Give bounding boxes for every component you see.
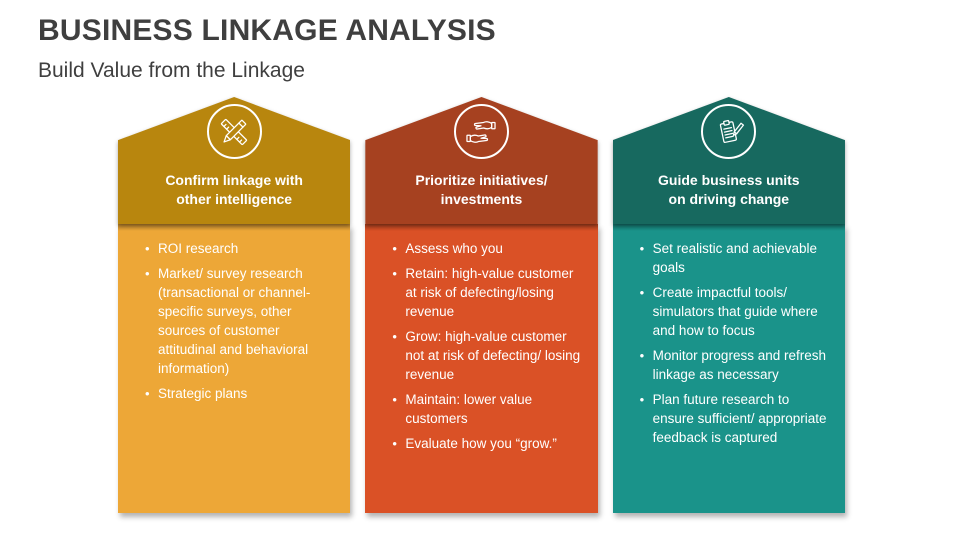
column-confirm-linkage: Confirm linkage with other intelligence …	[118, 97, 351, 513]
hands-exchange-icon	[466, 120, 497, 143]
column-guide-business-units: Guide business units on driving change S…	[612, 97, 846, 513]
icon-circle	[453, 104, 509, 159]
bullet-item: Monitor progress and refresh linkage as …	[640, 346, 832, 384]
column-prioritize-initiatives: Prioritize initiatives/ investments Asse…	[365, 97, 598, 513]
column-title: Guide business units on driving change	[658, 172, 800, 208]
bullet-list: Set realistic and achievable goals Creat…	[640, 239, 832, 447]
bullet-item: Maintain: lower value customers	[392, 390, 584, 428]
header-pentagon: Confirm linkage with other intelligence	[118, 97, 351, 224]
columns-container: Confirm linkage with other intelligence …	[118, 97, 846, 513]
bullet-item: Set realistic and achievable goals	[640, 239, 832, 277]
bullet-item: Retain: high-value customer at risk of d…	[392, 264, 584, 321]
bullet-item: Create impactful tools/ simulators that …	[640, 283, 832, 340]
bullet-item: Strategic plans	[145, 384, 337, 403]
slide-subtitle: Build Value from the Linkage	[38, 58, 305, 82]
column-header-shape: Confirm linkage with other intelligence	[118, 97, 351, 224]
bullet-item: Plan future research to ensure sufficien…	[640, 390, 832, 447]
bullet-item: ROI research	[145, 239, 337, 258]
column-header-shape: Guide business units on driving change	[612, 97, 845, 224]
bullet-item: Grow: high-value customer not at risk of…	[392, 327, 584, 384]
bullet-item: Assess who you	[392, 239, 584, 258]
column-body: Assess who you Retain: high-value custom…	[365, 224, 598, 513]
icon-circle	[206, 104, 262, 159]
clipboard-pencil-icon	[719, 119, 744, 143]
bullet-list: ROI research Market/ survey research (tr…	[145, 239, 337, 403]
column-header-shape: Prioritize initiatives/ investments	[365, 97, 598, 224]
column-body: Set realistic and achievable goals Creat…	[612, 224, 846, 513]
pencil-ruler-icon	[221, 118, 248, 145]
column-title: Confirm linkage with other intelligence	[165, 172, 303, 208]
column-body: ROI research Market/ survey research (tr…	[118, 224, 351, 513]
header-pentagon: Guide business units on driving change	[612, 97, 845, 224]
header-pentagon: Prioritize initiatives/ investments	[365, 97, 598, 224]
icon-circle	[701, 104, 757, 159]
bullet-item: Evaluate how you “grow.”	[392, 434, 584, 453]
bullet-list: Assess who you Retain: high-value custom…	[392, 239, 584, 453]
slide-title: BUSINESS LINKAGE ANALYSIS	[38, 14, 496, 47]
column-title: Prioritize initiatives/ investments	[415, 172, 548, 208]
slide-header: BUSINESS LINKAGE ANALYSIS Build Value fr…	[38, 14, 496, 82]
bullet-item: Market/ survey research (transactional o…	[145, 264, 337, 378]
